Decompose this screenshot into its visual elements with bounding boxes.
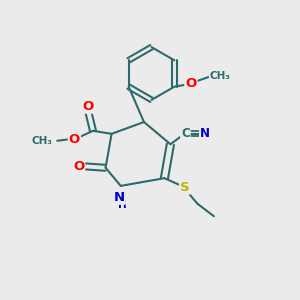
Text: O: O	[73, 160, 84, 173]
Text: N: N	[200, 127, 210, 140]
Text: O: O	[185, 76, 196, 90]
Text: H: H	[118, 200, 127, 210]
Text: O: O	[69, 133, 80, 146]
Text: O: O	[83, 100, 94, 113]
Text: C: C	[181, 127, 190, 140]
Text: CH₃: CH₃	[31, 136, 52, 146]
Text: S: S	[180, 181, 190, 194]
Text: CH₃: CH₃	[210, 70, 231, 81]
Text: N: N	[114, 191, 125, 204]
